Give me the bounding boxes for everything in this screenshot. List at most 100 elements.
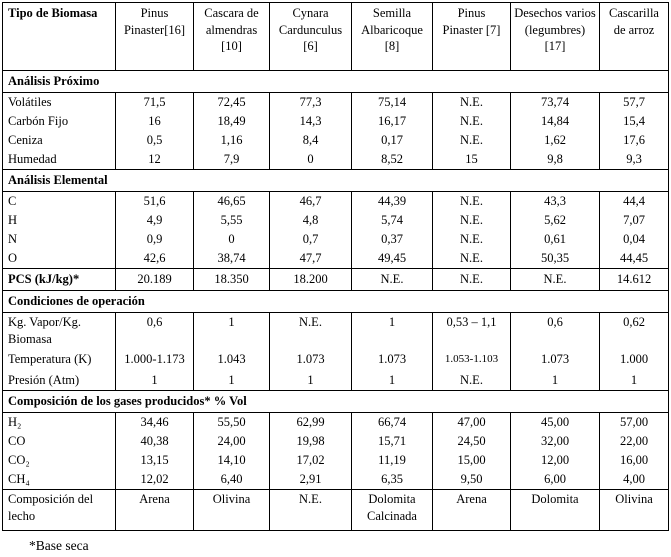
cell: 1,62 <box>510 131 600 150</box>
cell: 0,62 <box>599 312 669 348</box>
cell: 12,02 <box>115 470 194 490</box>
cell: 0,7 <box>269 230 352 249</box>
cell: 17,6 <box>599 131 669 150</box>
cell: 55,50 <box>193 412 270 432</box>
row-label: PCS (kJ/kg)* <box>2 268 116 291</box>
row-label: C <box>2 191 116 211</box>
column-header: Pinus Pinaster[16] <box>115 2 194 71</box>
cell: 0,5 <box>115 131 194 150</box>
cell: 14,10 <box>193 451 270 470</box>
table-row: CO₂ 13,15 14,10 17,02 11,19 15,00 12,00 … <box>2 451 669 470</box>
cell: 16,00 <box>599 451 669 470</box>
table-row: N 0,9 0 0,7 0,37 N.E. 0,61 0,04 <box>2 230 669 249</box>
cell: 6,40 <box>193 470 270 490</box>
cell: 7,9 <box>193 150 270 170</box>
row-label: Composición del lecho <box>2 489 116 531</box>
table-row: Humedad 12 7,9 0 8,52 15 9,8 9,3 <box>2 150 669 170</box>
cell: N.E. <box>510 268 600 291</box>
cell: 13,15 <box>115 451 194 470</box>
cell: N.E. <box>269 312 352 348</box>
cell: 14,84 <box>510 112 600 131</box>
cell: 4,00 <box>599 470 669 490</box>
cell: N.E. <box>432 230 511 249</box>
cell: 38,74 <box>193 249 270 269</box>
column-header: Desechos varios (legumbres) [17] <box>510 2 600 71</box>
cell: N.E. <box>432 211 511 230</box>
cell: 1 <box>599 371 669 391</box>
cell: 1 <box>193 312 270 348</box>
table-row: H₂ 34,46 55,50 62,99 66,74 47,00 45,00 5… <box>2 412 669 432</box>
cell: 0,04 <box>599 230 669 249</box>
cell: 0,6 <box>115 312 194 348</box>
cell: 57,00 <box>599 412 669 432</box>
table-row: Ceniza 0,5 1,16 8,4 0,17 N.E. 1,62 17,6 <box>2 131 669 150</box>
cell: 73,74 <box>510 92 600 112</box>
cell: 77,3 <box>269 92 352 112</box>
cell: Olivina <box>599 489 669 531</box>
table-row: CH₄ 12,02 6,40 2,91 6,35 9,50 6,00 4,00 <box>2 470 669 490</box>
cell: 18,49 <box>193 112 270 131</box>
cell: 44,4 <box>599 191 669 211</box>
cell: 0,9 <box>115 230 194 249</box>
cell: 22,00 <box>599 432 669 451</box>
cell: 62,99 <box>269 412 352 432</box>
cell: 2,91 <box>269 470 352 490</box>
cell: 57,7 <box>599 92 669 112</box>
cell: 15 <box>432 150 511 170</box>
row-label: CO₂ <box>2 451 116 470</box>
cell: 16,17 <box>351 112 433 131</box>
section-title: Condiciones de operación <box>2 290 669 313</box>
cell: 32,00 <box>510 432 600 451</box>
cell: 0,53 – 1,1 <box>432 312 511 348</box>
cell: Dolomita Calcinada <box>351 489 433 531</box>
cell: 72,45 <box>193 92 270 112</box>
cell: 1 <box>269 371 352 391</box>
row-label: Carbón Fijo <box>2 112 116 131</box>
row-label: N <box>2 230 116 249</box>
table-header-row: Tipo de Biomasa Pinus Pinaster[16] Casca… <box>2 2 669 71</box>
cell: 1.073 <box>510 348 600 371</box>
cell: 0 <box>269 150 352 170</box>
cell: 45,00 <box>510 412 600 432</box>
cell: 1 <box>115 371 194 391</box>
cell: N.E. <box>432 191 511 211</box>
cell: 15,4 <box>599 112 669 131</box>
cell: 34,46 <box>115 412 194 432</box>
cell: 1 <box>351 371 433 391</box>
cell: 14.612 <box>599 268 669 291</box>
section-title: Análisis Próximo <box>2 70 669 93</box>
cell: 43,3 <box>510 191 600 211</box>
cell: 66,74 <box>351 412 433 432</box>
cell: 51,6 <box>115 191 194 211</box>
cell: N.E. <box>432 249 511 269</box>
cell: 6,35 <box>351 470 433 490</box>
biomass-gasification-table: Tipo de Biomasa Pinus Pinaster[16] Casca… <box>2 2 669 531</box>
row-label: CO <box>2 432 116 451</box>
row-label: CH₄ <box>2 470 116 490</box>
cell: N.E. <box>432 371 511 391</box>
cell: 0,17 <box>351 131 433 150</box>
cell: 40,38 <box>115 432 194 451</box>
cell: 24,00 <box>193 432 270 451</box>
column-header: Cascarilla de arroz <box>599 2 669 71</box>
row-label: O <box>2 249 116 269</box>
cell: 1 <box>193 371 270 391</box>
footnote-base-seca: *Base seca <box>29 538 89 553</box>
section-row-condiciones: Condiciones de operación <box>2 290 669 313</box>
cell: 4,9 <box>115 211 194 230</box>
cell: 49,45 <box>351 249 433 269</box>
cell: 1.073 <box>269 348 352 371</box>
column-header: Cascara de almendras [10] <box>193 2 270 71</box>
cell: 1.073 <box>351 348 433 371</box>
cell: 15,00 <box>432 451 511 470</box>
cell: 5,55 <box>193 211 270 230</box>
row-label: Kg. Vapor/Kg. Biomasa <box>2 312 116 348</box>
row-label: Temperatura (K) <box>2 348 116 371</box>
cell: 0 <box>193 230 270 249</box>
cell: Olivina <box>193 489 270 531</box>
cell: 20.189 <box>115 268 194 291</box>
cell: 18.350 <box>193 268 270 291</box>
pcs-row: PCS (kJ/kg)* 20.189 18.350 18.200 N.E. N… <box>2 268 669 291</box>
column-header: Pinus Pinaster [7] <box>432 2 511 71</box>
